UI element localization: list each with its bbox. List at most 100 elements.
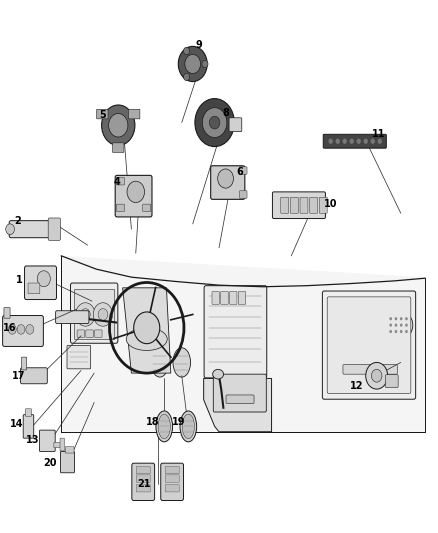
- Circle shape: [389, 330, 392, 333]
- FancyBboxPatch shape: [211, 166, 245, 199]
- FancyBboxPatch shape: [290, 197, 298, 213]
- FancyBboxPatch shape: [165, 466, 179, 474]
- FancyBboxPatch shape: [67, 345, 91, 369]
- Text: 18: 18: [145, 417, 159, 427]
- Text: 1: 1: [16, 275, 23, 285]
- Text: 21: 21: [137, 479, 150, 489]
- FancyBboxPatch shape: [39, 430, 55, 451]
- Circle shape: [109, 114, 128, 137]
- FancyBboxPatch shape: [117, 204, 124, 212]
- Text: 14: 14: [10, 419, 23, 429]
- FancyBboxPatch shape: [21, 357, 27, 370]
- FancyBboxPatch shape: [117, 177, 124, 185]
- Circle shape: [98, 309, 108, 320]
- Text: 20: 20: [44, 458, 57, 467]
- Text: 13: 13: [26, 435, 39, 445]
- Text: 12: 12: [350, 382, 364, 391]
- FancyBboxPatch shape: [60, 451, 74, 473]
- Circle shape: [81, 309, 90, 320]
- FancyBboxPatch shape: [343, 365, 397, 374]
- Ellipse shape: [385, 310, 413, 340]
- Circle shape: [102, 105, 135, 146]
- Text: 5: 5: [99, 110, 106, 119]
- FancyBboxPatch shape: [136, 466, 150, 474]
- FancyBboxPatch shape: [48, 218, 60, 240]
- Polygon shape: [204, 378, 272, 432]
- FancyBboxPatch shape: [28, 283, 40, 294]
- FancyBboxPatch shape: [230, 292, 237, 304]
- Circle shape: [127, 181, 145, 203]
- Circle shape: [371, 139, 375, 144]
- Circle shape: [378, 139, 382, 144]
- FancyBboxPatch shape: [25, 266, 57, 300]
- Text: 4: 4: [113, 177, 120, 187]
- FancyBboxPatch shape: [385, 375, 398, 387]
- FancyBboxPatch shape: [229, 118, 242, 132]
- Circle shape: [400, 317, 403, 320]
- Circle shape: [343, 139, 347, 144]
- Circle shape: [364, 139, 368, 144]
- Circle shape: [17, 325, 25, 334]
- FancyBboxPatch shape: [161, 463, 184, 500]
- Circle shape: [395, 324, 397, 327]
- Circle shape: [405, 324, 408, 327]
- FancyBboxPatch shape: [272, 192, 325, 219]
- Circle shape: [218, 169, 233, 188]
- Ellipse shape: [158, 414, 170, 439]
- Circle shape: [328, 139, 333, 144]
- Circle shape: [366, 362, 388, 389]
- Ellipse shape: [156, 411, 173, 442]
- FancyBboxPatch shape: [238, 292, 246, 304]
- FancyBboxPatch shape: [113, 143, 124, 152]
- Text: 6: 6: [237, 167, 244, 176]
- FancyBboxPatch shape: [77, 330, 85, 337]
- Ellipse shape: [182, 414, 194, 439]
- FancyBboxPatch shape: [323, 134, 386, 148]
- Circle shape: [26, 325, 34, 334]
- FancyBboxPatch shape: [56, 311, 89, 324]
- Text: 8: 8: [222, 108, 229, 118]
- Polygon shape: [123, 288, 171, 373]
- FancyBboxPatch shape: [4, 308, 10, 318]
- FancyBboxPatch shape: [240, 167, 247, 174]
- Text: 17: 17: [12, 371, 25, 381]
- FancyBboxPatch shape: [136, 475, 150, 482]
- Circle shape: [37, 271, 50, 287]
- Circle shape: [178, 46, 207, 82]
- FancyBboxPatch shape: [221, 292, 228, 304]
- FancyBboxPatch shape: [300, 197, 308, 213]
- FancyBboxPatch shape: [128, 109, 140, 119]
- FancyBboxPatch shape: [204, 286, 267, 378]
- Circle shape: [184, 47, 190, 55]
- Text: 19: 19: [172, 417, 185, 427]
- FancyBboxPatch shape: [3, 316, 43, 346]
- Circle shape: [395, 330, 397, 333]
- Circle shape: [185, 54, 201, 74]
- Ellipse shape: [213, 369, 223, 379]
- Ellipse shape: [126, 328, 167, 351]
- Circle shape: [336, 139, 340, 144]
- FancyBboxPatch shape: [143, 204, 151, 212]
- FancyBboxPatch shape: [9, 221, 57, 238]
- FancyBboxPatch shape: [165, 475, 179, 482]
- FancyBboxPatch shape: [212, 292, 219, 304]
- FancyBboxPatch shape: [226, 395, 254, 403]
- Circle shape: [93, 303, 113, 326]
- Circle shape: [405, 330, 408, 333]
- FancyBboxPatch shape: [25, 409, 32, 416]
- Circle shape: [202, 60, 208, 68]
- Circle shape: [195, 99, 234, 147]
- Ellipse shape: [180, 411, 197, 442]
- Circle shape: [395, 317, 397, 320]
- Circle shape: [6, 224, 14, 235]
- FancyBboxPatch shape: [54, 442, 63, 448]
- FancyBboxPatch shape: [60, 438, 64, 451]
- Circle shape: [350, 139, 354, 144]
- FancyBboxPatch shape: [21, 368, 47, 384]
- FancyBboxPatch shape: [74, 289, 115, 340]
- FancyBboxPatch shape: [327, 297, 411, 393]
- Circle shape: [371, 369, 382, 382]
- FancyBboxPatch shape: [115, 175, 152, 217]
- Circle shape: [357, 139, 361, 144]
- Polygon shape: [61, 256, 425, 432]
